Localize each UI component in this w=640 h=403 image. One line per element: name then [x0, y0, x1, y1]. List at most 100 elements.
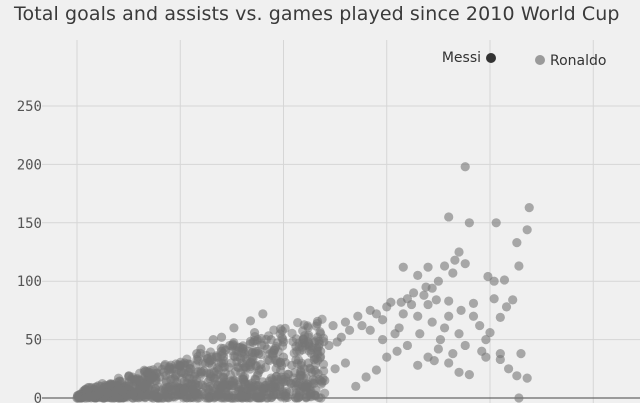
data-point — [280, 372, 291, 382]
data-point — [191, 374, 202, 385]
data-point — [303, 382, 313, 392]
data-point-11 — [489, 294, 499, 304]
data-point-15 — [454, 247, 464, 257]
data-point-31 — [485, 327, 495, 338]
y-tick-label-250: 250 — [17, 99, 42, 115]
data-point-64 — [460, 340, 470, 351]
data-point-74 — [390, 329, 400, 339]
data-point-130 — [245, 316, 256, 326]
data-point-81 — [332, 337, 342, 347]
data-point — [218, 362, 228, 372]
grid — [42, 40, 640, 403]
data-point-137 — [278, 337, 289, 347]
data-point-66 — [429, 356, 439, 366]
data-point-59 — [413, 311, 423, 321]
data-point-139 — [303, 337, 313, 347]
data-point — [307, 367, 317, 378]
data-point-5 — [514, 261, 524, 271]
y-tick-label-200: 200 — [17, 157, 42, 173]
data-point-9 — [508, 295, 518, 305]
data-point-35 — [516, 349, 526, 359]
data-point-38 — [512, 371, 522, 381]
data-point-82 — [324, 340, 334, 351]
player-points — [72, 162, 534, 403]
data-point-97 — [225, 340, 235, 351]
data-point-63 — [435, 335, 446, 345]
data-point-21 — [398, 262, 408, 272]
data-point-48 — [392, 346, 402, 356]
data-point-40 — [514, 393, 524, 403]
data-point-99 — [212, 352, 223, 362]
data-point-106 — [171, 370, 181, 380]
data-point — [167, 385, 177, 395]
data-point-84 — [309, 352, 320, 362]
data-point — [261, 380, 271, 390]
data-point-100 — [204, 358, 214, 368]
data-point-71 — [423, 299, 433, 310]
data-point-8 — [483, 271, 493, 282]
data-point-138 — [291, 342, 301, 352]
data-point-54 — [320, 375, 330, 386]
data-point — [113, 373, 124, 383]
data-point-140 — [316, 329, 326, 339]
data-point-4 — [512, 238, 522, 248]
data-point — [244, 393, 255, 403]
data-point-17 — [460, 259, 470, 269]
data-point-136 — [266, 335, 276, 345]
data-point-103 — [185, 364, 196, 374]
data-point-46 — [433, 344, 443, 354]
data-point-95 — [237, 358, 247, 368]
data-point-14 — [444, 212, 454, 222]
data-point — [276, 391, 286, 401]
data-point-149 — [431, 295, 441, 305]
data-point-142 — [340, 317, 351, 327]
data-point-36 — [481, 352, 491, 362]
data-point — [277, 326, 287, 336]
data-point-78 — [357, 320, 367, 331]
data-point — [294, 392, 304, 403]
data-point — [209, 374, 220, 384]
data-point — [226, 358, 236, 368]
data-point — [274, 382, 284, 392]
data-point — [158, 384, 168, 394]
data-point-143 — [353, 311, 363, 321]
data-point-148 — [421, 282, 431, 292]
data-point-127 — [72, 393, 82, 403]
data-point-94 — [247, 352, 258, 362]
data-point — [303, 321, 313, 331]
data-point-10 — [501, 302, 512, 312]
data-point-60 — [427, 317, 437, 327]
data-point-141 — [328, 320, 338, 331]
data-point-51 — [371, 365, 382, 375]
data-point-20 — [423, 262, 433, 272]
data-point-70 — [444, 296, 454, 306]
data-point-105 — [175, 360, 185, 370]
data-point-22 — [413, 270, 423, 280]
data-point-47 — [402, 340, 412, 351]
data-point-77 — [365, 325, 375, 335]
data-point-61 — [439, 323, 450, 333]
data-point-65 — [448, 349, 458, 359]
messi-point — [486, 53, 496, 63]
data-point — [148, 391, 159, 401]
data-point — [239, 375, 249, 385]
data-point — [314, 339, 325, 349]
data-point-57 — [378, 335, 388, 345]
data-point-16 — [450, 255, 460, 265]
data-point-73 — [398, 309, 408, 319]
data-point-3 — [522, 225, 532, 235]
data-point-69 — [468, 298, 479, 308]
data-point — [179, 376, 189, 387]
data-point-43 — [454, 367, 464, 377]
data-point — [256, 388, 267, 398]
y-tick-label-50: 50 — [25, 333, 42, 349]
data-point — [142, 366, 152, 377]
y-tick-label-150: 150 — [17, 216, 42, 232]
data-point-25 — [419, 290, 429, 300]
data-point — [203, 393, 213, 403]
data-point — [311, 321, 321, 331]
data-point-62 — [454, 329, 464, 339]
data-point — [105, 379, 115, 390]
